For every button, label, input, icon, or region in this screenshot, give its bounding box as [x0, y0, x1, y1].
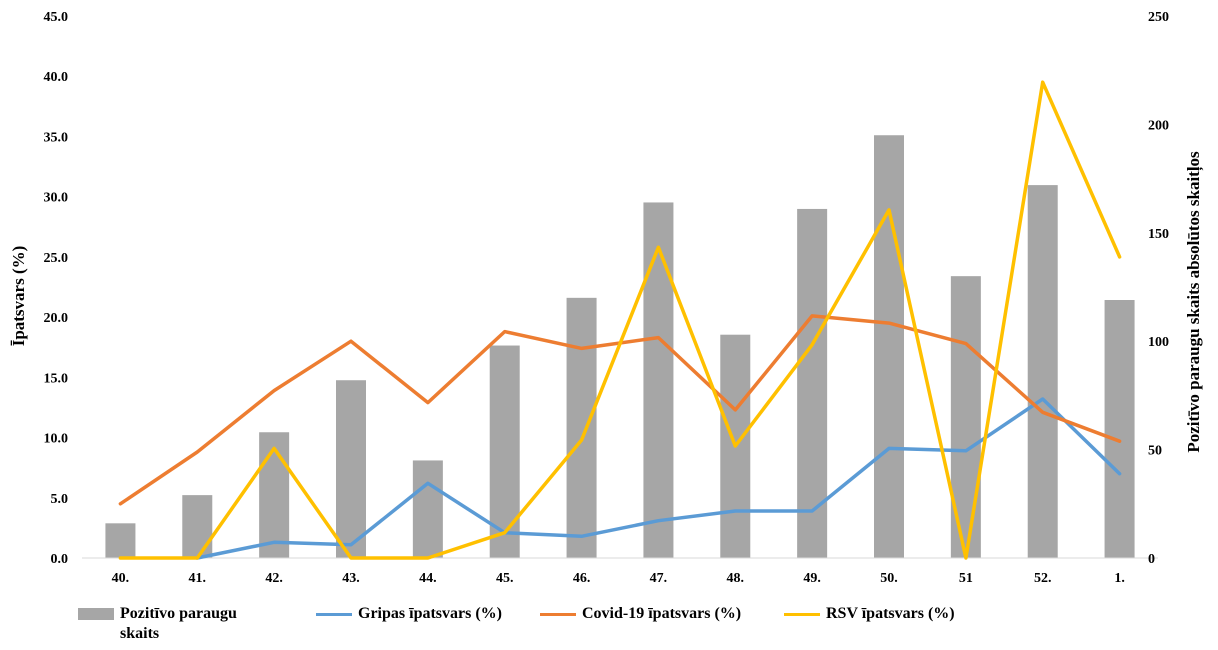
- right-tick-label: 200: [1148, 118, 1169, 133]
- series-line-2: [118, 80, 1122, 560]
- legend-label-line: skaits: [120, 625, 160, 642]
- right-tick-label: 100: [1148, 335, 1169, 350]
- bar-3: [336, 380, 366, 558]
- x-axis-ticks: 40. 41. 42. 43. 44. 45. 46. 47. 48. 49. 50. 51 52. 1.: [112, 571, 1125, 586]
- bar-6: [566, 297, 597, 558]
- x-tick-label: 52.: [1034, 571, 1052, 586]
- legend-item-3: RSV īpatsvars (%): [784, 604, 955, 624]
- right-axis-title: Pozitīvo paraugu skaits absolūtos skaitļ…: [1184, 151, 1204, 453]
- x-tick-label: 47.: [650, 571, 668, 586]
- legend-label: Pozitīvo paraugu skaits: [120, 604, 237, 644]
- bar-4: [412, 460, 443, 558]
- right-axis-ticks: 0 50 100 150 200 250: [1148, 10, 1169, 567]
- bar-12: [1027, 185, 1058, 558]
- left-tick-label: 30.0: [44, 191, 69, 206]
- bar-10: [874, 135, 904, 559]
- left-tick-label: 35.0: [44, 130, 69, 145]
- left-tick-label: 15.0: [44, 371, 69, 386]
- x-tick-label: 51: [959, 571, 973, 586]
- right-tick-label: 50: [1148, 444, 1162, 459]
- bar-13: [1104, 300, 1135, 558]
- legend-item-0: Pozitīvo paraugu skaits: [78, 604, 237, 644]
- x-tick-label: 1.: [1114, 571, 1125, 586]
- left-axis-ticks: 0.0 5.0 10.0 15.0 20.0 25.0 30.0 35.0 40.0 45.0: [44, 10, 69, 567]
- bar-2: [259, 432, 290, 558]
- legend-label-line: Covid-19 īpatsvars (%): [582, 605, 742, 622]
- left-tick-label: 10.0: [44, 432, 69, 447]
- legend-label-line: Gripas īpatsvars (%): [358, 605, 502, 622]
- legend-line-swatch: [784, 613, 820, 616]
- legend-label: Gripas īpatsvars (%): [358, 604, 502, 624]
- right-tick-label: 0: [1148, 552, 1155, 567]
- bar-0: [105, 523, 136, 558]
- bar-9: [797, 208, 828, 558]
- bars-layer: [105, 135, 1135, 559]
- legend-label: RSV īpatsvars (%): [826, 604, 955, 624]
- bar-1: [182, 495, 213, 558]
- combo-chart: 0.05.010.015.020.025.030.035.040.045.0 0…: [9, 10, 1204, 586]
- x-tick-label: 50.: [880, 571, 898, 586]
- left-tick-label: 40.0: [44, 70, 69, 85]
- x-tick-label: 46.: [573, 571, 591, 586]
- left-tick-label: 25.0: [44, 251, 69, 266]
- left-axis-title: Īpatsvars (%): [9, 246, 28, 347]
- left-tick-label: 20.0: [44, 311, 69, 326]
- x-tick-label: 42.: [265, 571, 283, 586]
- legend: Pozitīvo paraugu skaits Gripas īpatsvars (…: [78, 604, 1218, 650]
- x-tick-label: 49.: [803, 571, 821, 586]
- legend-label: Covid-19 īpatsvars (%): [582, 604, 741, 624]
- x-tick-label: 48.: [727, 571, 745, 586]
- left-tick-label: 5.0: [51, 492, 69, 507]
- legend-label-line: RSV īpatsvars (%): [826, 605, 955, 622]
- x-tick-label: 43.: [342, 571, 360, 586]
- x-tick-label: 40.: [112, 571, 130, 586]
- legend-label-line: Pozitīvo paraugu: [120, 605, 237, 622]
- legend-item-2: Covid-19 īpatsvars (%): [540, 604, 741, 624]
- x-tick-label: 41.: [189, 571, 207, 586]
- left-tick-label: 0.0: [51, 552, 69, 567]
- series-line-0: [195, 397, 1122, 560]
- legend-item-1: Gripas īpatsvars (%): [316, 604, 502, 624]
- lines-layer: [118, 80, 1122, 560]
- legend-bar-swatch: [78, 608, 114, 620]
- x-tick-label: 45.: [496, 571, 514, 586]
- right-tick-label: 250: [1148, 10, 1169, 25]
- bar-7: [643, 202, 674, 558]
- legend-line-swatch: [316, 613, 352, 616]
- legend-line-swatch: [540, 613, 576, 616]
- right-tick-label: 150: [1148, 227, 1169, 242]
- left-tick-label: 45.0: [44, 10, 69, 25]
- x-tick-label: 44.: [419, 571, 437, 586]
